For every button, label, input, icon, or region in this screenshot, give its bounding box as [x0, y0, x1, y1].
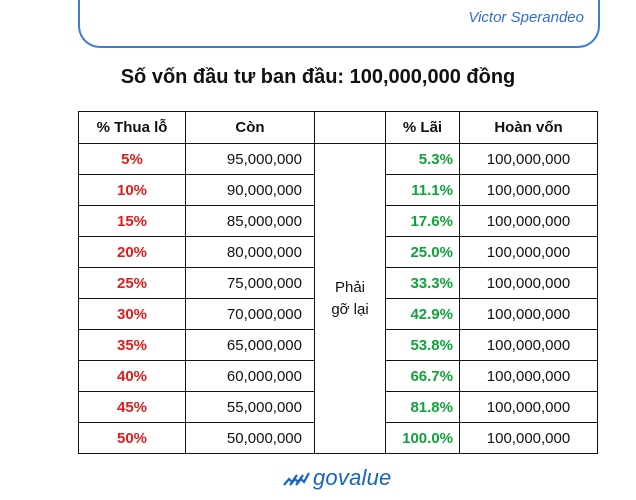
recover-cell: 100,000,000 — [459, 360, 598, 392]
recover-cell: 100,000,000 — [459, 329, 598, 361]
must-recover-label: Phải gỡ lại — [314, 143, 386, 454]
header-frame — [78, 0, 600, 48]
header-recover: Hoàn vốn — [459, 111, 598, 144]
loss-percent-cell: 20% — [78, 236, 186, 268]
loss-percent-cell: 25% — [78, 267, 186, 299]
header-empty — [314, 111, 386, 144]
recover-cell: 100,000,000 — [459, 205, 598, 237]
loss-percent-cell: 5% — [78, 143, 186, 175]
recover-cell: 100,000,000 — [459, 298, 598, 330]
remaining-cell: 75,000,000 — [185, 267, 315, 299]
table-row: 40% 60,000,000 66.7% 100,000,000 — [78, 360, 598, 392]
remaining-cell: 90,000,000 — [185, 174, 315, 206]
gain-percent-cell: 100.0% — [385, 422, 460, 454]
loss-percent-cell: 45% — [78, 391, 186, 423]
recover-cell: 100,000,000 — [459, 267, 598, 299]
recover-cell: 100,000,000 — [459, 422, 598, 454]
gain-percent-cell: 81.8% — [385, 391, 460, 423]
remaining-cell: 65,000,000 — [185, 329, 315, 361]
page-title: Số vốn đầu tư ban đầu: 100,000,000 đồng — [120, 66, 516, 88]
gain-percent-cell: 66.7% — [385, 360, 460, 392]
rising-chart-icon — [283, 472, 310, 486]
loss-recovery-table: % Thua lỗ Còn % Lãi Hoàn vốn 5% 95,000,00… — [78, 111, 598, 454]
remaining-cell: 60,000,000 — [185, 360, 315, 392]
table-row: 30% 70,000,000 42.9% 100,000,000 — [78, 298, 598, 330]
table-row: 35% 65,000,000 53.8% 100,000,000 — [78, 329, 598, 361]
header-gain-percent: % Lãi — [385, 111, 460, 144]
gain-percent-cell: 25.0% — [385, 236, 460, 268]
recover-cell: 100,000,000 — [459, 236, 598, 268]
recover-cell: 100,000,000 — [459, 391, 598, 423]
remaining-cell: 80,000,000 — [185, 236, 315, 268]
gain-percent-cell: 5.3% — [385, 143, 460, 175]
gain-percent-cell: 11.1% — [385, 174, 460, 206]
remaining-cell: 95,000,000 — [185, 143, 315, 175]
govalue-logo: govalue — [282, 465, 391, 491]
author-name: Victor Sperandeo — [468, 9, 584, 26]
gain-percent-cell: 33.3% — [385, 267, 460, 299]
remaining-cell: 70,000,000 — [185, 298, 315, 330]
table-row: 20% 80,000,000 25.0% 100,000,000 — [78, 236, 598, 268]
remaining-cell: 55,000,000 — [185, 391, 315, 423]
recover-cell: 100,000,000 — [459, 174, 598, 206]
header-loss-percent: % Thua lỗ — [78, 111, 186, 144]
loss-percent-cell: 15% — [78, 205, 186, 237]
table-row: 50% 50,000,000 100.0% 100,000,000 — [78, 422, 598, 454]
must-recover-line: Phải — [334, 278, 366, 296]
remaining-cell: 85,000,000 — [185, 205, 315, 237]
remaining-cell: 50,000,000 — [185, 422, 315, 454]
must-recover-line: gỡ lại — [331, 300, 369, 318]
table-row: 5% 95,000,000 Phải gỡ lại 5.3% 100,000,000 — [78, 143, 598, 454]
gain-percent-cell: 53.8% — [385, 329, 460, 361]
table-row: 45% 55,000,000 81.8% 100,000,000 — [78, 391, 598, 423]
table-row: 25% 75,000,000 33.3% 100,000,000 — [78, 267, 598, 299]
gain-percent-cell: 42.9% — [385, 298, 460, 330]
loss-percent-cell: 30% — [78, 298, 186, 330]
loss-percent-cell: 40% — [78, 360, 186, 392]
loss-percent-cell: 10% — [78, 174, 186, 206]
loss-percent-cell: 35% — [78, 329, 186, 361]
header-remaining: Còn — [185, 111, 315, 144]
recover-cell: 100,000,000 — [459, 143, 598, 175]
loss-percent-cell: 50% — [78, 422, 186, 454]
logo-text: govalue — [313, 465, 392, 490]
table-header-row: % Thua lỗ Còn % Lãi Hoàn vốn — [78, 111, 598, 144]
gain-percent-cell: 17.6% — [385, 205, 460, 237]
